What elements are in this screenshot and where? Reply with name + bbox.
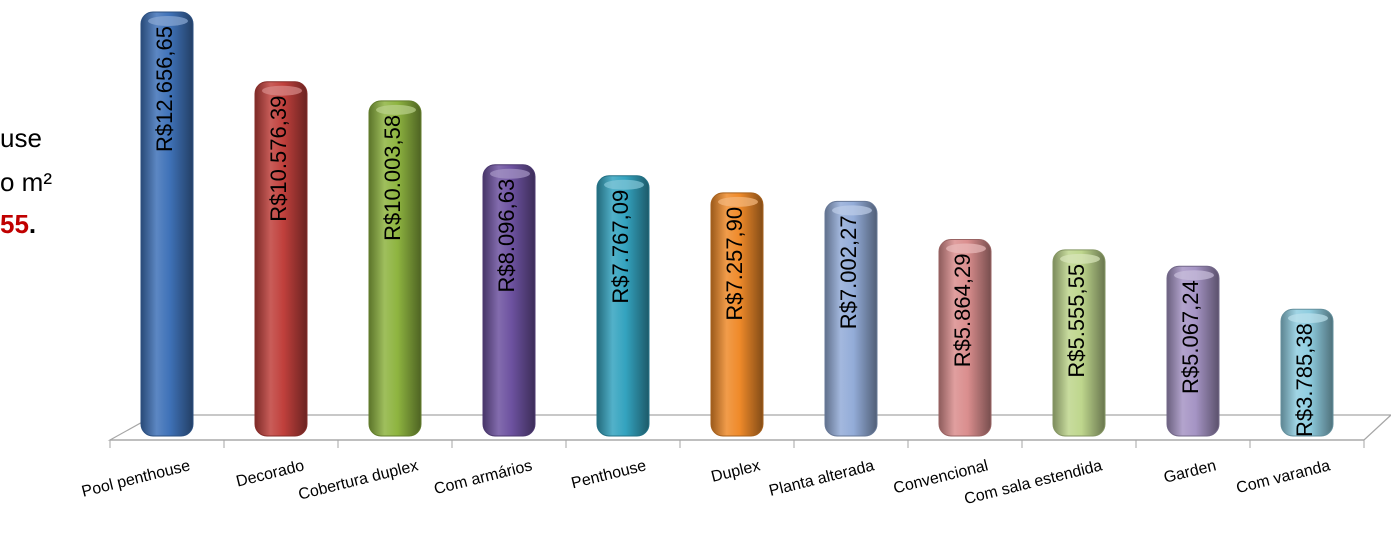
bar-cap [1060, 253, 1100, 264]
bar-cap [832, 205, 872, 216]
bar-value-label: R$7.002,27 [836, 215, 861, 329]
bar-value-label: R$12.656,65 [152, 26, 177, 152]
bar-group: R$7.257,90 [710, 192, 764, 437]
bar [824, 200, 878, 437]
bar-cap [148, 16, 188, 26]
bar-group: R$10.576,39 [254, 81, 308, 437]
bar-value-label: R$10.003,58 [380, 115, 405, 241]
side-text-line1: use [0, 123, 42, 153]
category-label: Com armários [432, 457, 534, 498]
bar-value-label: R$10.576,39 [266, 96, 291, 222]
category-label: Penthouse [570, 457, 648, 492]
category-label: Decorado [235, 457, 307, 490]
bar-value-label: R$5.067,24 [1178, 280, 1203, 394]
category-label: Planta alterada [767, 457, 876, 500]
bar-value-label: R$5.555,55 [1064, 264, 1089, 378]
bar-group: R$7.767,09 [596, 175, 650, 437]
bar [482, 164, 536, 437]
highlight-suffix: . [28, 209, 37, 239]
bar-cap [490, 168, 530, 179]
category-label: Com varanda [1235, 457, 1332, 497]
bar [1052, 249, 1106, 437]
bar [254, 81, 308, 437]
bar [368, 100, 422, 437]
bar-group: R$5.067,24 [1166, 265, 1220, 437]
bar-value-label: R$8.096,63 [494, 179, 519, 293]
chart-bars: R$12.656,65 R$10.576,39 R$10.003,58 R$8.096… [140, 11, 1334, 437]
category-label: Pool penthouse [80, 457, 192, 500]
category-label: Duplex [710, 457, 762, 486]
bar-cap [262, 85, 302, 96]
bar-group: R$5.555,55 [1052, 249, 1106, 437]
bar [710, 192, 764, 437]
bar-cap [718, 196, 758, 207]
side-text-line2: o m² [0, 167, 52, 197]
category-label: Cobertura duplex [297, 457, 420, 503]
bar-value-label: R$7.257,90 [722, 207, 747, 321]
bar-cap [604, 179, 644, 190]
bar-group: R$5.864,29 [938, 239, 992, 437]
bar [1280, 308, 1334, 437]
bar [140, 11, 194, 437]
bar-cap [1288, 313, 1328, 324]
category-label: Garden [1162, 457, 1218, 486]
bar-group: R$7.002,27 [824, 200, 878, 437]
bar-cap [376, 104, 416, 115]
highlight-value: 55 [0, 209, 29, 239]
bar [1166, 265, 1220, 437]
bar-value-label: R$7.767,09 [608, 190, 633, 304]
bar-group: R$3.785,38 [1280, 308, 1334, 437]
bar-group: R$8.096,63 [482, 164, 536, 437]
bar-cap [1174, 270, 1214, 281]
bar [938, 239, 992, 437]
bar-value-label: R$5.864,29 [950, 254, 975, 368]
bar-group: R$12.656,65 [140, 11, 194, 437]
bar-value-label: R$3.785,38 [1292, 323, 1317, 437]
bar [596, 175, 650, 437]
bar-cap [946, 243, 986, 254]
side-text-line3: 55. [0, 209, 36, 240]
bar-group: R$10.003,58 [368, 100, 422, 437]
